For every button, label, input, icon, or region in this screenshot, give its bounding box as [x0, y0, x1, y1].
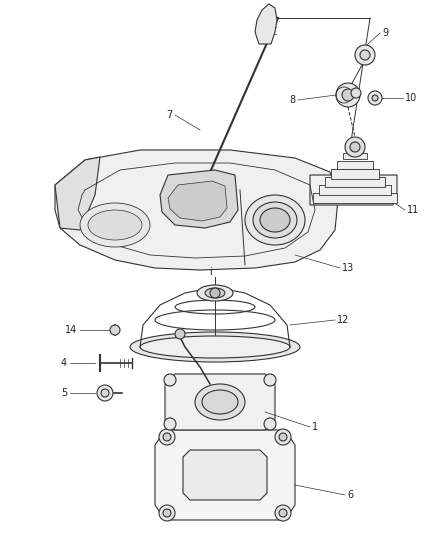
Text: 7: 7: [166, 110, 172, 120]
Ellipse shape: [202, 390, 238, 414]
Ellipse shape: [80, 203, 150, 247]
Text: 6: 6: [347, 490, 353, 500]
Polygon shape: [55, 150, 338, 270]
Text: 5: 5: [61, 388, 67, 398]
Ellipse shape: [205, 288, 225, 298]
Polygon shape: [255, 4, 277, 44]
Circle shape: [350, 142, 360, 152]
Polygon shape: [155, 430, 295, 520]
Circle shape: [163, 509, 171, 517]
Polygon shape: [165, 374, 275, 430]
Circle shape: [342, 89, 354, 101]
Polygon shape: [319, 185, 391, 195]
Ellipse shape: [88, 210, 142, 240]
Circle shape: [336, 83, 360, 107]
Ellipse shape: [260, 208, 290, 232]
Polygon shape: [310, 175, 397, 205]
Circle shape: [159, 505, 175, 521]
Circle shape: [368, 91, 382, 105]
Ellipse shape: [195, 384, 245, 420]
Ellipse shape: [197, 285, 233, 301]
Polygon shape: [337, 161, 373, 169]
Text: 9: 9: [382, 28, 388, 38]
Text: 8: 8: [290, 95, 296, 105]
Circle shape: [264, 374, 276, 386]
Circle shape: [351, 88, 361, 98]
Text: 10: 10: [405, 93, 417, 103]
Circle shape: [110, 325, 120, 335]
Circle shape: [164, 374, 176, 386]
Circle shape: [275, 429, 291, 445]
Circle shape: [372, 95, 378, 101]
Text: 4: 4: [61, 358, 67, 368]
Text: 1: 1: [312, 422, 318, 432]
Ellipse shape: [253, 202, 297, 238]
Circle shape: [355, 45, 375, 65]
Text: 12: 12: [337, 315, 350, 325]
Text: 13: 13: [342, 263, 354, 273]
Circle shape: [279, 433, 287, 441]
Ellipse shape: [140, 336, 290, 358]
Polygon shape: [331, 169, 379, 179]
Polygon shape: [160, 170, 238, 228]
Ellipse shape: [245, 195, 305, 245]
Circle shape: [279, 509, 287, 517]
Text: 14: 14: [65, 325, 77, 335]
Polygon shape: [168, 181, 227, 221]
Text: 11: 11: [407, 205, 419, 215]
Polygon shape: [343, 153, 367, 159]
Circle shape: [97, 385, 113, 401]
Circle shape: [275, 505, 291, 521]
Circle shape: [175, 329, 185, 339]
Ellipse shape: [130, 332, 300, 362]
Polygon shape: [183, 450, 267, 500]
Circle shape: [210, 288, 220, 298]
Circle shape: [163, 433, 171, 441]
Circle shape: [159, 429, 175, 445]
Text: i: i: [208, 267, 212, 277]
Circle shape: [360, 50, 370, 60]
Polygon shape: [325, 177, 385, 187]
Circle shape: [101, 389, 109, 397]
Circle shape: [164, 418, 176, 430]
Circle shape: [345, 137, 365, 157]
Polygon shape: [55, 157, 100, 230]
Circle shape: [264, 418, 276, 430]
Polygon shape: [313, 193, 397, 203]
